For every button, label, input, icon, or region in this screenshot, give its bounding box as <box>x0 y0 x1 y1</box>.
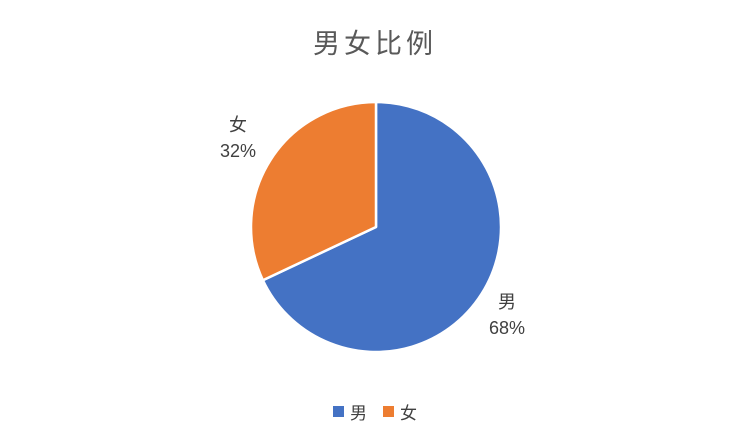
data-label-female-category: 女 <box>229 115 247 135</box>
data-label-female-percent: 32% <box>219 141 257 161</box>
legend-swatch-male <box>333 406 344 417</box>
data-label-male-percent: 68% <box>488 318 526 338</box>
legend-label-female: 女 <box>400 404 417 423</box>
pie-slice-male[interactable] <box>261 100 503 354</box>
pie-slice-female[interactable] <box>249 100 378 282</box>
legend-swatch-female <box>383 406 394 417</box>
legend: 男 女 <box>0 399 750 424</box>
legend-item-female[interactable]: 女 <box>383 399 417 424</box>
legend-item-male[interactable]: 男 <box>333 399 367 424</box>
data-label-male: 男 68% <box>489 289 525 341</box>
data-label-male-category: 男 <box>498 292 516 312</box>
data-label-female: 女 32% <box>220 112 256 164</box>
chart-title: 男女比例 <box>313 29 437 59</box>
legend-label-male: 男 <box>350 404 367 423</box>
